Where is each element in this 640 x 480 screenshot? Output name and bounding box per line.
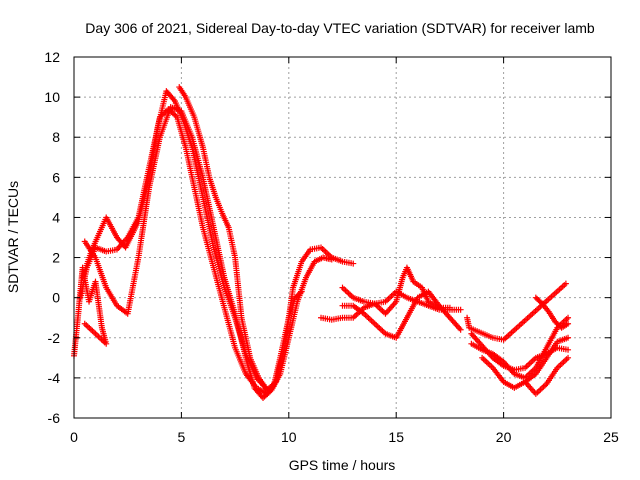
data-point xyxy=(264,386,271,393)
y-tick-label: -2 xyxy=(48,330,61,346)
y-tick-label: 12 xyxy=(44,49,60,65)
x-tick-labels: 0 5 10 15 20 25 xyxy=(70,429,619,445)
y-tick-label: 6 xyxy=(52,169,60,185)
y-tick-label: 2 xyxy=(52,250,60,266)
x-tick-label: 10 xyxy=(281,429,297,445)
y-tick-label: -6 xyxy=(48,410,61,426)
data-point xyxy=(565,354,572,361)
plot-frame xyxy=(73,56,612,419)
data-point xyxy=(562,280,569,287)
data-point xyxy=(328,256,335,263)
series-track-e xyxy=(71,264,110,359)
chart-title: Day 306 of 2021, Sidereal Day-to-day VTE… xyxy=(85,20,595,36)
data-point xyxy=(457,326,464,333)
data-point xyxy=(350,260,357,267)
series-track-m xyxy=(532,294,572,331)
y-tick-label: 10 xyxy=(44,89,60,105)
series-track-n xyxy=(464,280,569,343)
data-point xyxy=(446,304,453,311)
series-track-d xyxy=(176,84,271,393)
x-tick-label: 15 xyxy=(388,429,404,445)
y-tick-label: 0 xyxy=(52,290,60,306)
x-axis-label: GPS time / hours xyxy=(289,457,396,473)
data-point xyxy=(565,314,572,321)
y-tick-labels: -6 -4 -2 0 2 4 6 8 10 12 xyxy=(44,49,60,426)
data-point xyxy=(565,346,572,353)
series-track-k xyxy=(468,330,572,373)
series-track-l xyxy=(522,354,572,397)
data-point xyxy=(298,288,305,295)
y-axis-label: SDTVAR / TECUs xyxy=(5,181,21,293)
y-tick-label: 8 xyxy=(52,129,60,145)
x-tick-label: 25 xyxy=(603,429,619,445)
data-point xyxy=(81,320,88,327)
x-tick-label: 5 xyxy=(178,429,186,445)
y-tick-label: -4 xyxy=(48,370,61,386)
data-points xyxy=(71,84,572,401)
data-point xyxy=(297,289,304,296)
data-point xyxy=(565,334,572,341)
x-tick-label: 20 xyxy=(496,429,512,445)
axis-ticks xyxy=(73,56,612,419)
y-tick-label: 4 xyxy=(52,209,60,225)
series-track-h xyxy=(339,264,453,317)
data-point xyxy=(565,320,572,327)
x-tick-label: 0 xyxy=(70,429,78,445)
data-point xyxy=(457,306,464,313)
grid-lines xyxy=(74,57,611,418)
